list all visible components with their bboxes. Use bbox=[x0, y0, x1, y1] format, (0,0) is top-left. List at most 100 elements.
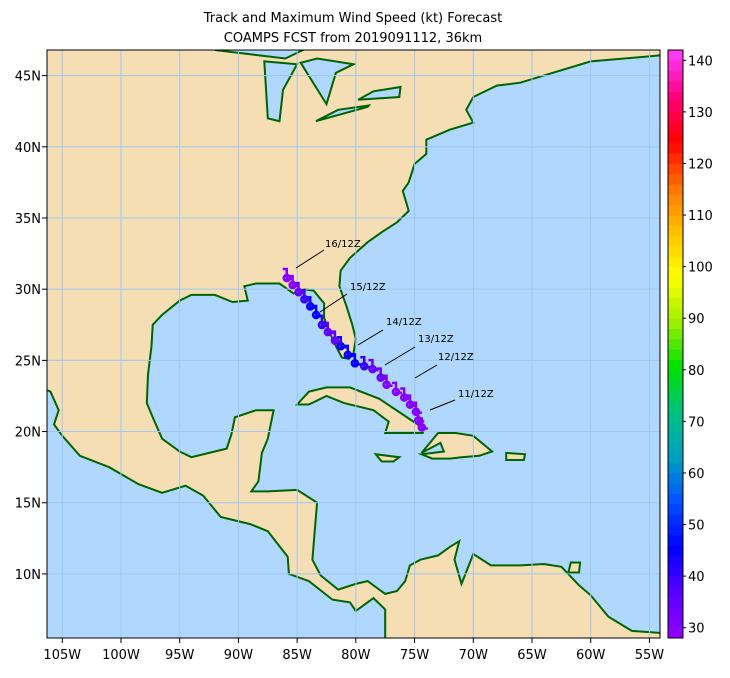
land-mass bbox=[505, 451, 527, 461]
colorbar-strip bbox=[668, 80, 683, 92]
colorbar-label: 100 bbox=[688, 261, 713, 276]
annotation-label: 14/12Z bbox=[386, 317, 422, 328]
colorbar-label: 50 bbox=[688, 519, 705, 534]
colorbar-strip bbox=[668, 627, 683, 639]
track bbox=[282, 267, 428, 432]
colorbar-strip bbox=[668, 369, 683, 381]
storm-symbol bbox=[306, 296, 317, 311]
land-mass bbox=[294, 386, 426, 434]
colorbar-strip bbox=[668, 607, 683, 618]
storm-symbol bbox=[350, 353, 361, 368]
colorbar-strip bbox=[668, 534, 683, 546]
y-tick-label: 25N bbox=[15, 354, 41, 369]
x-tick-label: 70W bbox=[459, 648, 489, 663]
storm-symbol bbox=[300, 289, 311, 304]
storm-symbol bbox=[343, 344, 354, 359]
x-tick-label: 100W bbox=[102, 648, 140, 663]
colorbar-strip bbox=[668, 225, 683, 237]
colorbar: 30 40 50 60 70 80 90 100 110 120 130 140 bbox=[667, 49, 713, 639]
x-tick-label: 55W bbox=[635, 648, 665, 663]
storm-symbol bbox=[391, 381, 402, 397]
colorbar-strip bbox=[668, 111, 683, 123]
y-tick-label: 40N bbox=[15, 141, 41, 156]
colorbar-frame bbox=[667, 49, 684, 639]
x-tick-label: 65W bbox=[517, 648, 547, 663]
land-mass bbox=[417, 432, 495, 460]
lake bbox=[214, 50, 306, 60]
x-tick-label: 85W bbox=[282, 648, 312, 663]
storm-symbol bbox=[405, 394, 417, 409]
colorbar-strip bbox=[668, 122, 683, 134]
storm-symbol bbox=[282, 267, 293, 283]
x-tick-label: 60W bbox=[576, 648, 606, 663]
title: Track and Maximum Wind Speed (kt) Foreca… bbox=[203, 11, 503, 26]
storm-symbol bbox=[288, 274, 299, 290]
storm-symbol bbox=[376, 367, 387, 382]
colorbar-strip bbox=[668, 318, 683, 330]
colorbar-strip bbox=[668, 514, 683, 526]
annotation-label: 16/12Z bbox=[325, 239, 361, 250]
lake bbox=[263, 60, 299, 123]
annotation-label: 11/12Z bbox=[458, 389, 494, 400]
storm-symbol bbox=[330, 330, 341, 345]
x-tick-label: 90W bbox=[224, 648, 254, 663]
colorbar-label: 80 bbox=[688, 364, 705, 379]
storm-symbol bbox=[382, 374, 393, 389]
colorbar-strip bbox=[668, 307, 683, 319]
colorbar-strip bbox=[668, 524, 683, 536]
annotation-leader bbox=[429, 399, 456, 411]
colorbar-strip bbox=[668, 194, 683, 206]
colorbar-strip bbox=[668, 91, 683, 103]
annotation-leader bbox=[357, 329, 384, 346]
land-mass bbox=[47, 50, 660, 638]
colorbar-label: 60 bbox=[688, 467, 705, 482]
colorbar-strip bbox=[668, 276, 683, 288]
lake bbox=[357, 85, 402, 101]
colorbar-strip bbox=[668, 132, 683, 144]
colorbar-strip bbox=[668, 50, 683, 61]
x-tick-label: 105W bbox=[43, 648, 81, 663]
land-mass bbox=[373, 453, 402, 463]
storm-symbol bbox=[368, 358, 379, 374]
y-tick-label: 35N bbox=[15, 212, 41, 227]
colorbar-strip bbox=[668, 359, 683, 371]
colorbar-strip bbox=[668, 617, 683, 629]
colorbar-label: 90 bbox=[688, 312, 705, 327]
colorbar-strip bbox=[668, 411, 683, 422]
colorbar-label: 140 bbox=[688, 54, 713, 69]
y-tick-label: 10N bbox=[15, 568, 41, 583]
colorbar-strip bbox=[668, 266, 683, 278]
x-tick-label: 80W bbox=[341, 648, 371, 663]
y-tick-label: 15N bbox=[15, 497, 41, 512]
colorbar-strip bbox=[668, 173, 683, 185]
colorbar-strip bbox=[668, 431, 683, 443]
colorbar-strip bbox=[668, 380, 683, 391]
colorbar-strip bbox=[668, 215, 683, 226]
map-frame bbox=[46, 49, 661, 639]
colorbar-strip bbox=[668, 565, 683, 577]
storm-symbol bbox=[400, 387, 411, 402]
colorbar-strip bbox=[668, 545, 683, 556]
colorbar-strip bbox=[668, 555, 683, 567]
colorbar-strip bbox=[668, 184, 683, 195]
colorbar-strip bbox=[668, 596, 683, 608]
colorbar-strip bbox=[668, 483, 683, 495]
colorbar-strip bbox=[668, 338, 683, 350]
land-mass bbox=[567, 561, 582, 574]
storm-symbol bbox=[323, 321, 334, 337]
x-tick-label: 95W bbox=[165, 648, 195, 663]
colorbar-strip bbox=[668, 400, 683, 412]
colorbar-strip bbox=[668, 493, 683, 505]
colorbar-strip bbox=[668, 142, 683, 154]
storm-symbol bbox=[360, 355, 371, 371]
y-tick-label: 20N bbox=[15, 426, 41, 441]
colorbar-strip bbox=[668, 328, 683, 340]
colorbar-strip bbox=[668, 349, 683, 360]
colorbar-strip bbox=[668, 287, 683, 299]
colorbar-strip bbox=[668, 442, 683, 453]
colorbar-strip bbox=[668, 462, 683, 474]
colorbar-strip bbox=[668, 235, 683, 247]
colorbar-strip bbox=[668, 101, 683, 113]
